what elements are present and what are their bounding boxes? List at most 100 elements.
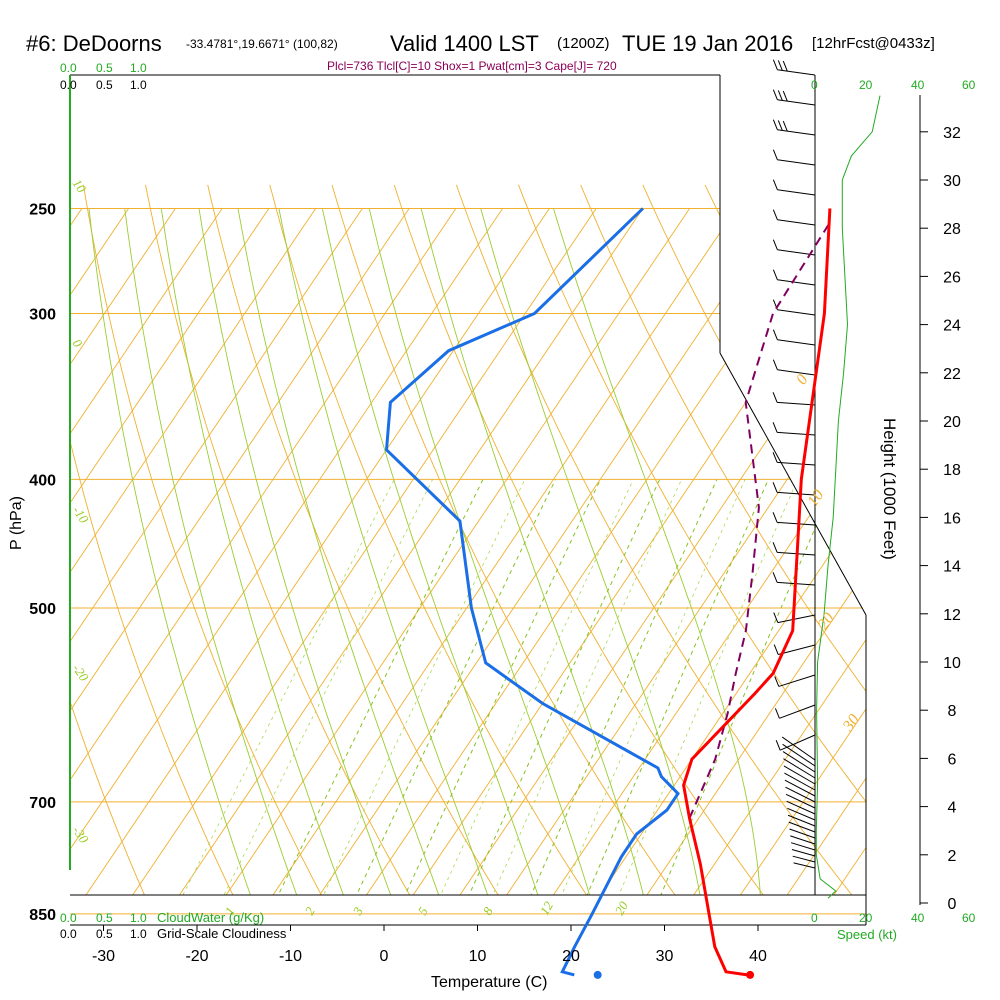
wind-barb-flag [777,120,783,131]
wind-barb [787,807,816,821]
top-cw-tick-1: 0.5 [96,61,113,75]
wind-barb [793,862,816,869]
isobar-lines [70,207,866,915]
wind-barb [783,765,816,785]
wind-barb [779,704,816,719]
pressure-tick-250: 250 [29,201,56,218]
wind-barb-flag [777,60,783,71]
height-tick-20: 20 [943,414,961,431]
wind-barb [792,855,816,863]
wind-barb [783,758,816,779]
dry-adiabat-60 [455,184,866,895]
height-tick-12: 12 [943,607,961,624]
wind-barb [777,249,816,256]
bot-speed-tick-1: 20 [859,911,873,925]
wind-barb [784,779,816,797]
valid-time: Valid 1400 LST [390,31,539,56]
wind-barb [777,614,816,624]
wind-barb [789,828,816,839]
height-tick-2: 2 [948,848,957,865]
wind-barb-flag [773,612,779,623]
pressure-tick-700: 700 [29,795,56,812]
wind-barb [790,835,816,845]
dry-adiabat-70 [518,184,866,895]
wind-barb-flag [774,708,780,719]
wind-barb [782,751,816,773]
wind-barb [781,736,816,761]
moist-adiabat-30 [420,208,665,895]
isotherm--70 [70,208,270,895]
y-axis-label: P (hPa) [8,496,25,550]
temperature-tick-30: 30 [656,948,674,965]
top-cl-tick-1: 0.5 [96,78,113,92]
dry-adiabat-80 [580,184,866,895]
height-tick-22: 22 [943,366,961,383]
isotherm-30 [664,208,866,895]
height-tick-0: 0 [948,896,957,913]
wind-barb-flag [772,542,778,553]
wind-barb-flag [772,149,778,160]
height-tick-26: 26 [943,269,961,286]
wind-speed-line [815,95,881,899]
dry-adiabat-20 [207,184,591,895]
wind-barbs [772,59,816,869]
moist-adiabat-40 [552,208,763,895]
top-cl-tick-2: 1.0 [130,78,147,92]
bot-speed-tick-3: 60 [962,911,976,925]
bot-cw-tick-0: 0.0 [60,911,77,925]
top-cloudwater-scale: 0.0 0.5 1.0 0.0 0.5 1.0 [60,61,147,92]
wind-barb [786,800,816,815]
wind-barb-flag [773,644,779,655]
height-axis-label: Height (1000 Feet) [880,418,899,560]
cloudwater-label: CloudWater (g/Kg) [157,910,264,925]
wind-barb-flag [772,392,778,403]
wind-barb [778,644,816,655]
top-speed-tick-0: 0 [811,78,818,92]
isotherm--65 [70,208,316,895]
wind-barb-flag [772,422,778,433]
isotherm-40 [757,208,866,895]
wind-barb [777,69,816,76]
wind-barb [777,369,816,376]
height-tick-8: 8 [948,703,957,720]
pressure-tick-400: 400 [29,472,56,489]
wind-barb [777,219,816,226]
wind-barb-flag [772,452,778,463]
zulu-time: (1200Z) [557,35,610,52]
temperature-tick-40: 40 [749,948,767,965]
wind-barb [777,99,816,106]
pressure-tick-300: 300 [29,307,56,324]
temperature-trace [682,208,832,977]
wind-barb-flag [782,90,788,102]
temperature-ticks: -30 -20 -10 0 10 20 30 40 [92,925,767,965]
temperature-tick-0: 0 [380,948,389,965]
isotherm--75 [70,208,223,895]
parcel-trace [688,219,833,819]
bot-cw-tick-2: 1.0 [130,911,147,925]
cloudiness-label: Grid-Scale Cloudiness [157,926,287,941]
height-tick-14: 14 [943,559,961,576]
wind-barb [777,401,816,406]
wind-barb-flag [774,676,780,687]
height-tick-18: 18 [943,462,961,479]
dry-adiabat-40 [331,184,781,895]
wind-barb-flag [772,239,778,250]
height-tick-32: 32 [943,125,961,142]
dry-adiabat-50 [393,184,866,895]
wind-barb [779,734,816,751]
wind-barb [777,339,816,346]
wind-barb [784,772,816,791]
dry-adiabat--20 [70,184,212,895]
moist-adiabat-25 [368,208,619,895]
height-tick-28: 28 [943,221,961,238]
bot-cl-tick-1: 0.5 [96,927,113,941]
isotherm-35 [710,208,866,895]
wind-barb-flag [772,329,778,340]
dry-adiabat-30 [269,184,686,895]
wind-barb-flag [772,119,778,130]
top-cw-tick-0: 0.0 [60,61,77,75]
moist-adiabat-15 [278,208,525,895]
moist-adiabat-5 [198,208,432,895]
